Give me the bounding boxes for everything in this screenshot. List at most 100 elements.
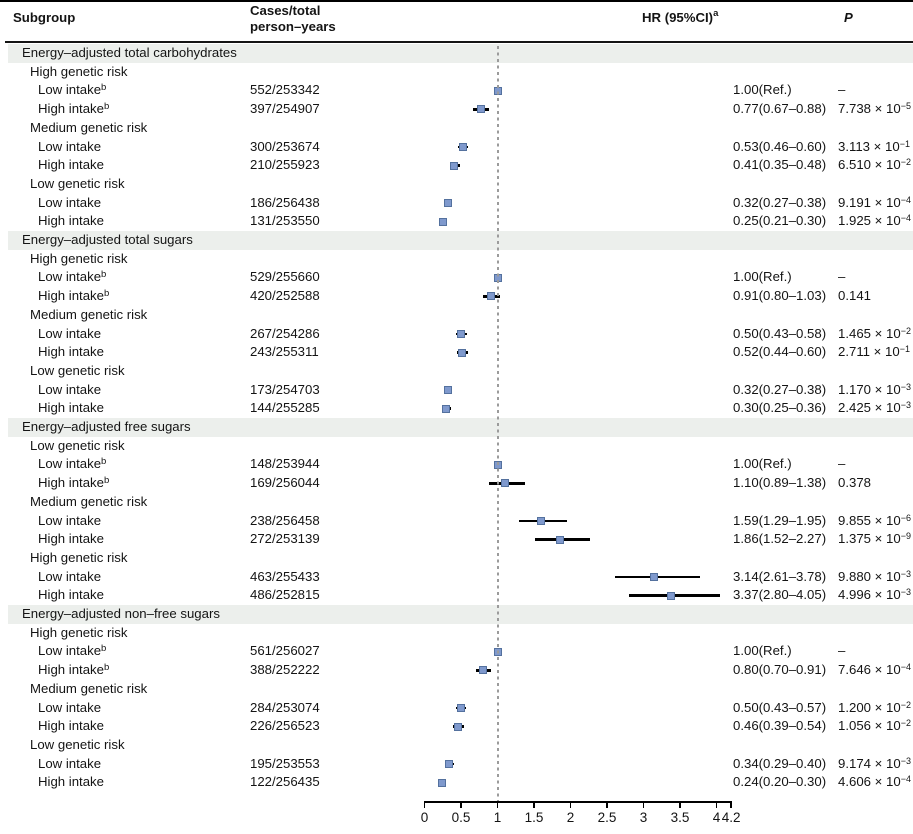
p-value-exponent: −4 bbox=[900, 213, 911, 224]
row-label: Low intakeb bbox=[38, 269, 107, 285]
x-axis-tick bbox=[642, 801, 645, 808]
column-header-p: P bbox=[844, 10, 853, 25]
hr-ci-value: 0.46(0.39–0.54) bbox=[733, 718, 827, 734]
forest-marker bbox=[450, 161, 459, 170]
hr-ci-value: 3.14(2.61–3.78) bbox=[733, 568, 827, 584]
cases-person-years-value: 122/256435 bbox=[250, 774, 320, 790]
p-value: 4.996 × 10−3 bbox=[838, 587, 911, 603]
hr-ci-value: 0.50(0.43–0.57) bbox=[733, 699, 827, 715]
cases-person-years-value: 388/252222 bbox=[250, 662, 320, 678]
table-top-rule bbox=[0, 0, 913, 2]
row-label: Low intake bbox=[38, 699, 102, 715]
p-value: 9.191 × 10−4 bbox=[838, 194, 911, 210]
p-value-exponent: −2 bbox=[900, 157, 911, 168]
row-label: High intake bbox=[38, 213, 104, 229]
genetic-risk-group-label: Low genetic risk bbox=[30, 437, 125, 453]
p-value-exponent: −3 bbox=[900, 400, 911, 411]
section-label: Energy–adjusted total sugars bbox=[22, 232, 193, 247]
hr-ci-value: 1.10(0.89–1.38) bbox=[733, 475, 827, 491]
column-header-cases-line2: person–years bbox=[250, 19, 336, 34]
p-value-exponent: −1 bbox=[899, 344, 910, 355]
x-axis-tick bbox=[730, 801, 732, 808]
row-footnote-marker: b bbox=[101, 643, 107, 655]
cases-person-years-value: 463/255433 bbox=[250, 568, 320, 584]
cases-person-years-value: 486/252815 bbox=[250, 587, 320, 603]
row-label: Low intake bbox=[38, 194, 102, 210]
cases-person-years-value: 552/253342 bbox=[250, 82, 320, 98]
p-value-exponent: −5 bbox=[900, 101, 911, 112]
p-value: 1.375 × 10−9 bbox=[838, 531, 911, 547]
hr-ci-value: 3.37(2.80–4.05) bbox=[733, 587, 827, 603]
ci-line bbox=[615, 575, 701, 579]
p-value-exponent: −4 bbox=[900, 194, 911, 205]
cases-person-years-value: 420/252588 bbox=[250, 288, 320, 304]
cases-person-years-value: 186/256438 bbox=[250, 194, 320, 210]
hr-ci-value: 0.32(0.27–0.38) bbox=[733, 381, 827, 397]
genetic-risk-group-label: Medium genetic risk bbox=[30, 306, 148, 322]
genetic-risk-group-label: Low genetic risk bbox=[30, 175, 125, 191]
hr-ci-value: 1.00(Ref.) bbox=[733, 456, 792, 472]
p-value: – bbox=[838, 82, 846, 98]
p-value: 0.141 bbox=[838, 288, 872, 304]
p-value-exponent: −9 bbox=[900, 531, 911, 542]
x-axis-tick bbox=[679, 801, 681, 808]
hr-ci-value: 0.77(0.67–0.88) bbox=[733, 101, 827, 117]
hr-ci-value: 0.53(0.46–0.60) bbox=[733, 138, 827, 154]
x-axis-tick bbox=[496, 801, 499, 808]
x-axis-tick-label: 2 bbox=[566, 810, 575, 825]
genetic-risk-group-label: Low genetic risk bbox=[30, 362, 125, 378]
row-label: High intake bbox=[38, 718, 104, 734]
section-band bbox=[8, 44, 913, 63]
cases-person-years-value: 195/253553 bbox=[250, 755, 320, 771]
p-value-exponent: −1 bbox=[899, 138, 910, 149]
row-footnote-marker: b bbox=[101, 456, 107, 468]
hr-ci-value: 0.25(0.21–0.30) bbox=[733, 213, 827, 229]
forest-marker bbox=[443, 385, 452, 394]
forest-marker bbox=[457, 703, 465, 712]
p-value-exponent: −3 bbox=[900, 381, 911, 392]
forest-marker bbox=[500, 479, 509, 488]
hr-ci-value: 0.30(0.25–0.36) bbox=[733, 400, 827, 416]
x-axis-tick bbox=[606, 801, 608, 808]
p-value: 4.606 × 10−4 bbox=[838, 774, 911, 790]
row-label: High intake bbox=[38, 587, 104, 603]
forest-marker bbox=[443, 198, 452, 207]
row-label: Low intake bbox=[38, 512, 102, 528]
section-band bbox=[8, 418, 913, 437]
row-label: Low intake bbox=[38, 138, 102, 154]
p-value: 1.200 × 10−2 bbox=[838, 699, 911, 715]
genetic-risk-group-label: Medium genetic risk bbox=[30, 493, 148, 509]
row-label: Low intakeb bbox=[38, 643, 107, 659]
cases-person-years-value: 243/255311 bbox=[250, 344, 319, 360]
row-footnote-marker: b bbox=[101, 269, 107, 281]
p-value: 9.880 × 10−3 bbox=[838, 568, 911, 584]
p-value: 1.925 × 10−4 bbox=[838, 213, 911, 229]
x-axis-line bbox=[424, 801, 732, 803]
forest-marker bbox=[476, 105, 485, 114]
section-label: Energy–adjusted non–free sugars bbox=[22, 606, 220, 621]
genetic-risk-group-label: Medium genetic risk bbox=[30, 119, 148, 135]
row-label: High intakeb bbox=[38, 475, 110, 491]
section-band bbox=[8, 231, 913, 250]
forest-marker bbox=[536, 516, 545, 525]
row-label: Low intakeb bbox=[38, 82, 107, 98]
cases-person-years-value: 173/254703 bbox=[250, 381, 320, 397]
column-header-cases-line1: Cases/total bbox=[250, 3, 321, 18]
p-value: 7.738 × 10−5 bbox=[838, 101, 911, 117]
hr-header-text: HR (95%CI) bbox=[642, 10, 714, 25]
hr-ci-value: 0.24(0.20–0.30) bbox=[733, 774, 827, 790]
cases-person-years-value: 300/253674 bbox=[250, 138, 320, 154]
p-value: 2.425 × 10−3 bbox=[838, 400, 911, 416]
forest-marker bbox=[486, 292, 495, 301]
p-value-exponent: −3 bbox=[900, 587, 911, 598]
p-value-exponent: −3 bbox=[900, 755, 911, 766]
hr-ci-value: 1.00(Ref.) bbox=[733, 269, 792, 285]
row-label: High intake bbox=[38, 531, 104, 547]
x-axis-tick bbox=[569, 801, 572, 808]
forest-marker bbox=[454, 722, 463, 731]
row-label: Low intake bbox=[38, 755, 102, 771]
genetic-risk-group-label: Medium genetic risk bbox=[30, 680, 148, 696]
x-axis-tick-label: 3.5 bbox=[670, 810, 690, 825]
x-axis-tick-label: 0.5 bbox=[451, 810, 471, 825]
